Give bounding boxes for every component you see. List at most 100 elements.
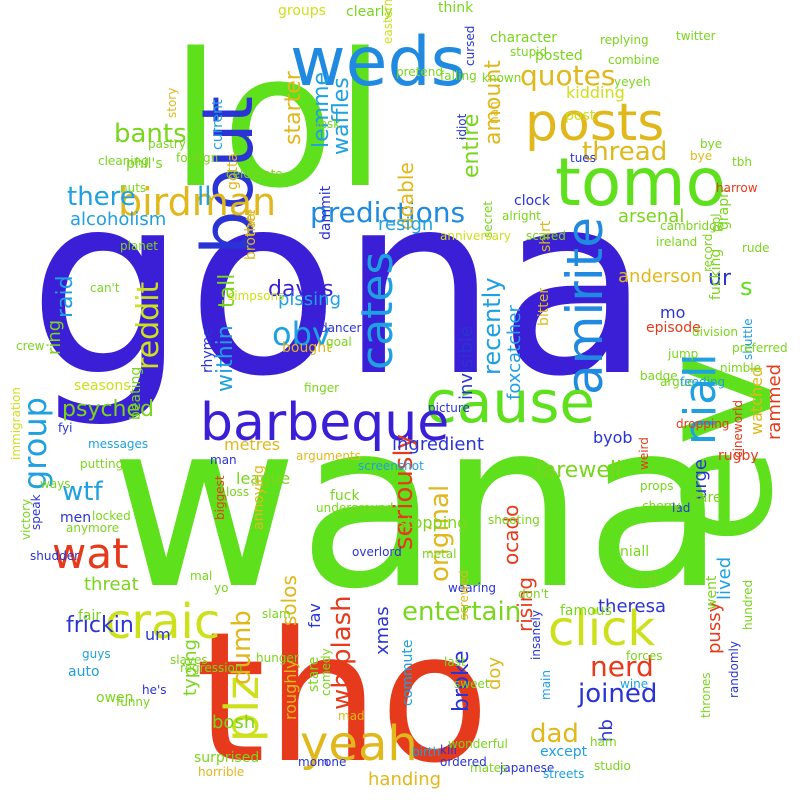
word-quotes: quotes [520,59,615,92]
word-horrible: horrible [198,765,244,779]
word-jump: jump [667,347,698,361]
word-tbh: tbh [732,155,752,169]
word-putting: putting [80,457,123,471]
word-original: original [425,485,455,582]
word-sweet: sweet [454,677,490,691]
word-hate: hate [244,209,258,236]
word-yeyeh: yeyeh [614,75,651,89]
word-byob: byob [593,428,633,447]
word-gona: gona [28,140,651,431]
word-ur: ur [708,266,732,291]
word-dad: dad [530,719,579,749]
word-nimble: nimble [720,361,761,375]
word-gotta: gotta [225,153,241,190]
word-locked: locked [92,509,131,523]
word-forces: forces [626,649,662,663]
word-ppl: ppl [709,213,723,232]
word-there: there [67,182,136,212]
word-beating: beating [128,367,144,420]
word-eastern: eastern [381,0,395,44]
word-commute: commute [400,639,416,706]
word-planet: planet [120,239,158,253]
word-overlord: overlord [352,545,402,559]
word-ways: ways [40,477,71,491]
word-uesk: uesk [312,117,340,131]
word-amount: amount [481,60,506,145]
word-bout: bout [187,96,269,255]
word-um: um [145,625,171,644]
word-one: one [324,755,346,769]
word-cineworld: cineworld [731,400,745,458]
word-ev: ev [621,352,800,545]
word-think: think [438,0,474,16]
word-tho: tho [195,594,490,800]
word-daves: daves [268,277,333,302]
word-alright: alright [502,209,541,223]
word-entertain: entertain [402,597,521,627]
word-rhyme: rhyme [200,328,216,373]
word-group: group [16,397,54,490]
word-cherry: cherry [642,499,680,513]
word-biggest: biggest [213,475,227,520]
word-ingredient: ingredient [392,434,484,455]
word-wtf: wtf [62,477,103,507]
word-predictions: predictions [310,196,465,229]
word-tues: tues [570,151,596,165]
word-seriously: seriously [389,434,419,550]
word-celebrate: celebrate [226,167,283,181]
word-known: known [482,71,521,85]
word-wat: wat [52,529,129,578]
word-man: man [210,453,237,467]
word-starter: starter [281,70,306,145]
word-immigration: immigration [9,387,23,460]
word-can-t: can't [90,281,120,295]
word-bants: bants [114,119,187,149]
word-except: except [540,744,588,760]
word-shooting: shooting [488,513,540,527]
word-niall: niall [675,353,726,445]
word-wonderful: wonderful [448,737,508,751]
word-cause: cause [425,368,595,436]
word-finger: finger [304,381,339,395]
word-simpsons: simpsons [228,289,284,303]
word-props: props [640,479,674,493]
word-lol: lol [170,13,386,229]
word-hunger: hunger [256,651,299,665]
word-birdman: birdman [118,180,276,224]
word-graph: graph [716,189,732,230]
word-wearing: wearing [448,581,496,595]
word-foreign: foreign [176,151,218,165]
word-amirite: amirite [556,217,614,395]
word-combine: combine [608,53,660,67]
word-rude: rude [742,241,770,255]
word-invisible: invisible [456,326,477,400]
word-craic: craic [105,594,220,650]
word-thread: thread [582,137,667,167]
word-tomo: tomo [555,144,726,221]
word-bought: bought [282,340,332,356]
word-ll: ll [197,182,211,212]
word-click: click [548,601,655,657]
word-fyi: fyi [58,421,72,435]
word-episode: episode [646,320,701,336]
word-mom: mom [298,755,329,769]
word-loss: loss [226,485,249,499]
word-rugby: rugby [718,448,759,464]
word-underground: underground [316,501,393,515]
word-hundred: hundred [741,580,755,630]
word-thrones: thrones [699,672,713,718]
word-barbeque: barbeque [200,393,449,453]
word-yeah: yeah [300,716,418,772]
word-dancer: dancer [320,321,362,335]
word-record: record [701,234,715,272]
word-twitter: twitter [676,29,716,43]
word-arguments: arguments [296,449,361,463]
word-shirt: shirt [538,220,554,252]
word-within: within [213,325,238,392]
word-lad: lad [672,501,690,515]
word-cleaning: cleaning [98,154,149,168]
word-bye: bye [690,149,712,163]
word-mal: mal [190,569,212,583]
word-dammit: dammit [318,185,334,240]
